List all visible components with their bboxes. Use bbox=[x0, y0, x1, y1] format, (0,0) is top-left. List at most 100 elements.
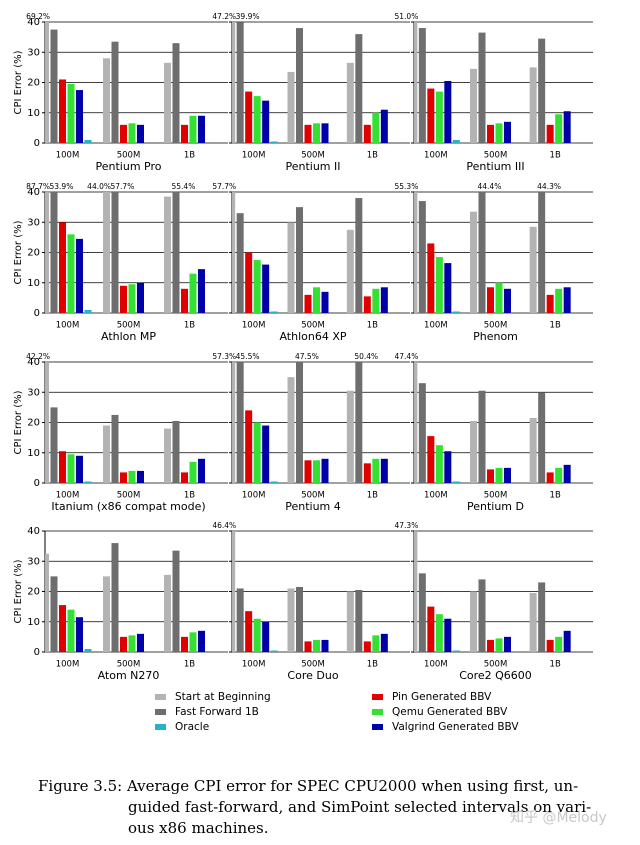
x-tick-label: 100M bbox=[242, 151, 266, 161]
chart-title: Itanium (x86 compat mode) bbox=[51, 500, 205, 513]
x-tick-label: 500M bbox=[301, 321, 325, 331]
x-tick-label: 100M bbox=[242, 660, 266, 670]
bar bbox=[304, 294, 312, 313]
chart-title: Athlon64 XP bbox=[279, 330, 346, 343]
bar bbox=[164, 196, 171, 313]
bar bbox=[103, 576, 110, 652]
caption-line: guided fast-forward, and SimPoint select… bbox=[128, 798, 591, 816]
bar bbox=[414, 531, 418, 652]
x-tick-label: 500M bbox=[117, 321, 141, 331]
bar bbox=[363, 124, 371, 143]
bar bbox=[287, 71, 295, 143]
value-label: 45.5% bbox=[236, 352, 260, 361]
value-label: 55.3% bbox=[395, 182, 419, 191]
x-tick-label: 500M bbox=[117, 491, 141, 501]
bar bbox=[67, 84, 75, 143]
bar bbox=[418, 383, 426, 483]
y-tick-label: 30 bbox=[27, 217, 40, 228]
y-tick-label: 20 bbox=[27, 78, 40, 89]
x-tick-label: 1B bbox=[367, 321, 378, 331]
bars bbox=[414, 362, 571, 483]
bar bbox=[45, 22, 49, 143]
bar bbox=[198, 269, 205, 313]
bar bbox=[372, 112, 380, 143]
bar bbox=[236, 213, 244, 313]
bar bbox=[487, 639, 494, 652]
bar bbox=[444, 263, 452, 313]
bar bbox=[321, 291, 329, 313]
bar bbox=[555, 636, 563, 652]
legend-label: Qemu Generated BBV bbox=[392, 706, 508, 718]
bar bbox=[313, 639, 320, 652]
y-tick-label: 10 bbox=[27, 448, 40, 459]
chart-title: Phenom bbox=[473, 330, 518, 343]
watermark: 知乎 @Melody bbox=[510, 809, 607, 826]
bar bbox=[287, 377, 295, 483]
bar bbox=[470, 591, 477, 652]
bar bbox=[50, 192, 58, 313]
bar bbox=[504, 467, 511, 483]
bar bbox=[236, 588, 244, 652]
bar bbox=[435, 257, 443, 313]
bar bbox=[478, 390, 486, 483]
bar bbox=[346, 62, 354, 143]
bar bbox=[137, 633, 144, 652]
x-tick-label: 1B bbox=[550, 321, 561, 331]
legend-label: Valgrind Generated BBV bbox=[392, 721, 519, 733]
legend-swatch bbox=[372, 724, 383, 730]
bar bbox=[470, 68, 477, 143]
bar bbox=[546, 294, 554, 313]
x-tick-label: 500M bbox=[301, 151, 325, 161]
bar bbox=[245, 91, 253, 143]
value-label: 51.0% bbox=[395, 12, 419, 21]
bar bbox=[321, 639, 329, 652]
value-label: 57.3% bbox=[212, 352, 236, 361]
bar bbox=[355, 198, 363, 313]
bar bbox=[363, 641, 371, 652]
bar bbox=[346, 390, 354, 483]
y-tick-label: 10 bbox=[27, 278, 40, 289]
bar bbox=[296, 207, 303, 313]
bar bbox=[270, 141, 278, 143]
bar bbox=[253, 618, 261, 652]
bar bbox=[321, 123, 329, 143]
bar bbox=[181, 472, 188, 483]
bar bbox=[120, 285, 127, 313]
bar bbox=[172, 43, 180, 143]
bar bbox=[313, 287, 320, 313]
bar bbox=[67, 234, 75, 313]
bar bbox=[555, 467, 563, 483]
bar bbox=[546, 124, 554, 143]
bar bbox=[189, 115, 197, 143]
bar bbox=[111, 543, 119, 652]
legend-swatch bbox=[155, 709, 166, 715]
legend-swatch bbox=[155, 694, 166, 700]
bar bbox=[355, 362, 363, 483]
x-tick-label: 500M bbox=[301, 660, 325, 670]
bar bbox=[232, 531, 236, 652]
bar bbox=[363, 463, 371, 483]
bar bbox=[363, 296, 371, 313]
bar bbox=[198, 115, 205, 143]
x-tick-label: 1B bbox=[184, 151, 195, 161]
x-tick-label: 1B bbox=[184, 660, 195, 670]
bar bbox=[189, 632, 197, 652]
bar bbox=[172, 550, 180, 652]
bar bbox=[414, 22, 418, 143]
bar bbox=[487, 287, 494, 313]
bar bbox=[253, 260, 261, 313]
y-tick-label: 30 bbox=[27, 47, 40, 58]
bar bbox=[427, 243, 435, 313]
bar bbox=[164, 428, 171, 483]
y-tick-label: 40 bbox=[27, 526, 40, 537]
chart-title: Pentium II bbox=[285, 160, 340, 173]
bar bbox=[50, 576, 58, 652]
value-label: 53.9% bbox=[50, 182, 74, 191]
bar bbox=[355, 589, 363, 652]
bar bbox=[270, 481, 278, 483]
bar bbox=[418, 28, 426, 143]
bar bbox=[296, 586, 303, 652]
bar bbox=[296, 28, 303, 143]
y-axis-label: CPI Error (%) bbox=[13, 50, 24, 114]
value-label: 87.7% bbox=[26, 182, 50, 191]
